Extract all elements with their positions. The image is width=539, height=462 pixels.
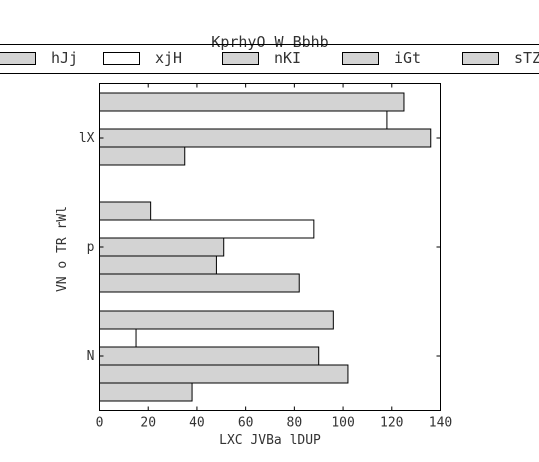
legend-label-xjH: xjH xyxy=(155,49,182,67)
legend-swatch-hJj xyxy=(0,52,36,65)
legend-swatch-nKI xyxy=(222,52,259,65)
y-tick-label: p xyxy=(87,240,95,255)
x-tick-label: 0 xyxy=(96,416,104,431)
bar-N-iGt xyxy=(99,364,349,384)
bar-N-sTZ xyxy=(99,382,193,402)
legend-label-nKI: nKI xyxy=(274,49,301,67)
x-tick-label: 40 xyxy=(189,416,205,431)
legend-swatch-iGt xyxy=(342,52,379,65)
legend: hJj xjH nKI iGt sTZ xyxy=(0,44,539,74)
bars-group xyxy=(99,92,432,402)
bar-p-xjH xyxy=(99,219,315,239)
x-tick-label: 60 xyxy=(238,416,254,431)
legend-label-hJj: hJj xyxy=(51,49,78,67)
legend-label-sTZ: sTZ xyxy=(514,49,539,67)
y-tick-label: N xyxy=(87,349,95,364)
x-axis-label: LXC JVBa lDUP xyxy=(219,433,321,448)
legend-swatch-xjH xyxy=(103,52,140,65)
bar-N-nKI xyxy=(99,346,320,366)
bar-lX-iGt xyxy=(99,146,186,166)
bar-lX-hJj xyxy=(99,92,405,112)
chart-title: KprhyO W Bbhb xyxy=(211,33,328,51)
x-tick-label: 100 xyxy=(331,416,354,431)
x-tick-label: 120 xyxy=(380,416,403,431)
x-tick-label: 80 xyxy=(287,416,303,431)
bar-p-sTZ xyxy=(99,273,300,293)
y-axis-label: VN o TR rWl xyxy=(55,206,70,292)
bar-N-xjH xyxy=(99,328,137,348)
y-tick-label: lX xyxy=(79,131,95,146)
bar-lX-xjH xyxy=(99,110,388,130)
x-tick-label: 20 xyxy=(140,416,156,431)
legend-label-iGt: iGt xyxy=(394,49,421,67)
bar-p-nKI xyxy=(99,237,225,257)
x-tick-label: 140 xyxy=(429,416,452,431)
bar-p-iGt xyxy=(99,255,217,275)
bar-N-hJj xyxy=(99,310,334,330)
bar-p-hJj xyxy=(99,201,152,221)
legend-swatch-sTZ xyxy=(462,52,499,65)
bar-lX-nKI xyxy=(99,128,432,148)
axes-group: lX p N 0 20 40 60 80 100 120 140 xyxy=(79,83,452,431)
